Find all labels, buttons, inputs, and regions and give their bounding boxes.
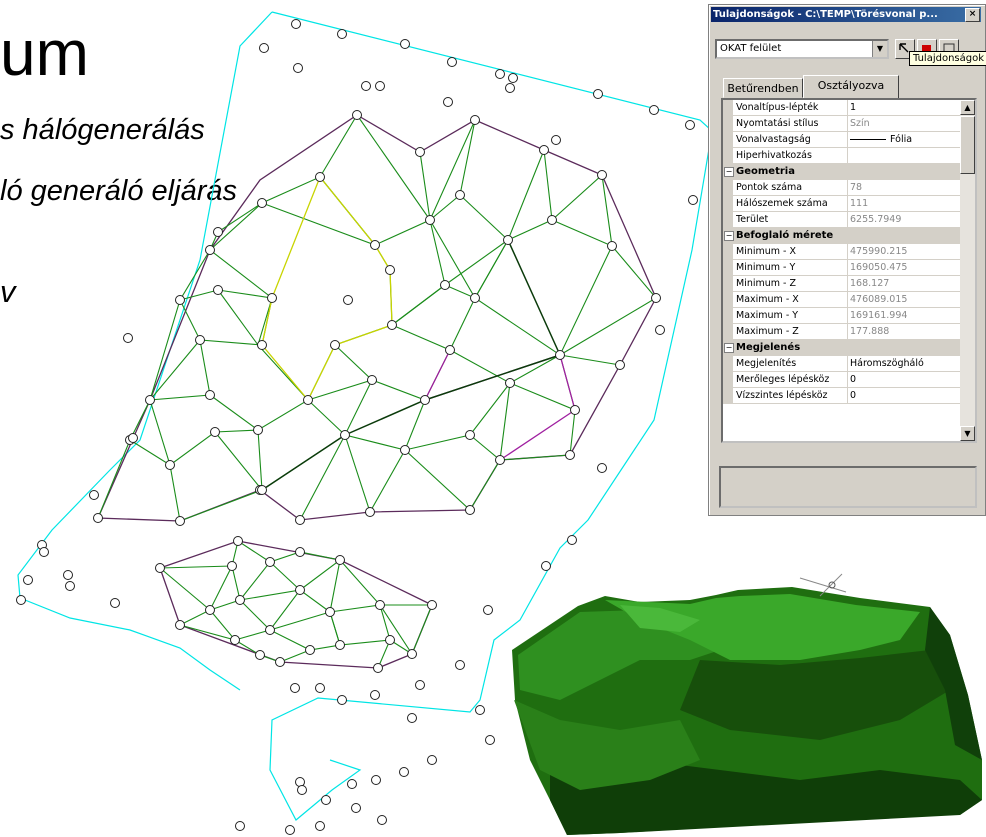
property-row[interactable]: Pontok száma 78 xyxy=(723,180,961,196)
property-grid: Vonaltípus-lépték 1 Nyomtatási stílus Szín… xyxy=(721,98,977,443)
property-name: Vízszintes lépésköz xyxy=(736,388,848,403)
property-row[interactable]: Hálószemek száma 111 xyxy=(723,196,961,212)
scroll-up-icon[interactable]: ▲ xyxy=(960,100,975,115)
property-row[interactable]: Megjelenítés Háromszögháló xyxy=(723,356,961,372)
quick-select-icon xyxy=(899,43,909,53)
property-name: Maximum - Y xyxy=(736,308,848,323)
property-row[interactable]: Maximum - X 476089.015 xyxy=(723,292,961,308)
property-row[interactable]: Merőleges lépésköz 0 xyxy=(723,372,961,388)
slide-text-fragment: v xyxy=(0,274,16,309)
mesh-triangles-north xyxy=(97,114,657,522)
properties-window: Tulajdonságok - C:\TEMP\Törésvonal p... … xyxy=(708,4,986,516)
property-name: Terület xyxy=(736,212,848,227)
tab-categorized[interactable]: Osztályozva xyxy=(803,75,899,99)
property-value: 6255.7949 xyxy=(850,214,902,225)
collapse-icon[interactable]: − xyxy=(724,231,734,241)
property-name: Hálószemek száma xyxy=(736,196,848,211)
property-value: Háromszögháló xyxy=(850,358,924,369)
property-row[interactable]: Minimum - X 475990.215 xyxy=(723,244,961,260)
lineweight-sample xyxy=(850,139,886,140)
close-button[interactable]: × xyxy=(965,8,980,22)
property-row[interactable]: Vonalvastagság Fólia xyxy=(723,132,961,148)
property-name: Minimum - Y xyxy=(736,260,848,275)
properties-title: Tulajdonságok - C:\TEMP\Törésvonal p... xyxy=(713,9,938,20)
property-value: 168.127 xyxy=(850,278,890,289)
chevron-down-icon[interactable]: ▼ xyxy=(872,41,887,57)
property-name: Vonalvastagság xyxy=(736,132,848,147)
breakline-purple xyxy=(423,349,576,461)
property-value: 177.888 xyxy=(850,326,890,337)
property-row[interactable]: Minimum - Z 168.127 xyxy=(723,276,961,292)
property-value: Szín xyxy=(850,118,870,129)
slide-subtitle-1: s hálógenerálás xyxy=(0,114,205,146)
property-name: Megjelenítés xyxy=(736,356,848,371)
properties-titlebar[interactable]: Tulajdonságok - C:\TEMP\Törésvonal p... … xyxy=(711,7,981,22)
property-grid-scrollbar[interactable]: ▲ ▼ xyxy=(960,100,975,441)
property-row[interactable]: Maximum - Z 177.888 xyxy=(723,324,961,340)
mesh-triangles-south xyxy=(159,540,433,669)
site-boundary-left xyxy=(17,11,273,691)
property-value: 0 xyxy=(850,374,857,385)
category-label: Megjelenés xyxy=(736,342,801,353)
property-name: Merőleges lépésköz xyxy=(736,372,848,387)
category-display[interactable]: − Megjelenés xyxy=(723,340,961,356)
category-label: Geometria xyxy=(736,166,795,177)
property-value: 1 xyxy=(850,102,857,113)
collapse-icon[interactable]: − xyxy=(724,343,734,353)
tab-alphabetic[interactable]: Betűrendben xyxy=(723,78,803,98)
lineweight-value: Fólia xyxy=(890,134,913,145)
scroll-down-icon[interactable]: ▼ xyxy=(960,426,975,441)
property-name: Minimum - X xyxy=(736,244,848,259)
property-row[interactable]: Hiperhivatkozás xyxy=(723,148,961,164)
site-boundary xyxy=(269,11,713,821)
description-panel xyxy=(719,466,977,508)
property-name: Nyomtatási stílus xyxy=(736,116,848,131)
properties-tooltip: Tulajdonságok xyxy=(909,51,986,66)
object-type-value: OKAT felület xyxy=(720,43,782,54)
quick-select-button[interactable] xyxy=(895,39,915,59)
property-value: 475990.215 xyxy=(850,246,908,257)
slide-title: um xyxy=(0,17,89,89)
slide-subtitle-2: ló generáló eljárás xyxy=(0,175,237,207)
property-row[interactable]: Nyomtatási stílus Szín xyxy=(723,116,961,132)
property-value: Fólia xyxy=(850,132,960,148)
property-row[interactable]: Terület 6255.7949 xyxy=(723,212,961,228)
property-value: 111 xyxy=(850,198,869,209)
property-name: Hiperhivatkozás xyxy=(736,148,848,163)
category-label: Befoglaló mérete xyxy=(736,230,834,241)
property-row[interactable]: Vízszintes lépésköz 0 xyxy=(723,388,961,404)
property-value: 0 xyxy=(850,390,857,401)
category-geometry[interactable]: − Geometria xyxy=(723,164,961,180)
property-value: 169161.994 xyxy=(850,310,908,321)
property-row[interactable]: Minimum - Y 169050.475 xyxy=(723,260,961,276)
property-name: Minimum - Z xyxy=(736,276,848,291)
scrollbar-thumb[interactable] xyxy=(960,116,975,174)
collapse-icon[interactable]: − xyxy=(724,167,734,177)
object-type-select[interactable]: OKAT felület ▼ xyxy=(715,39,889,59)
surface-3d-render xyxy=(512,573,982,835)
survey-points xyxy=(16,19,698,835)
property-value: 476089.015 xyxy=(850,294,908,305)
mesh-hull-north xyxy=(97,114,657,522)
property-value: 169050.475 xyxy=(850,262,908,273)
property-row[interactable]: Maximum - Y 169161.994 xyxy=(723,308,961,324)
property-value: 78 xyxy=(850,182,863,193)
select-objects-icon xyxy=(922,45,931,53)
category-bounds[interactable]: − Befoglaló mérete xyxy=(723,228,961,244)
mesh-vertices xyxy=(93,110,661,673)
property-name: Vonaltípus-lépték xyxy=(736,100,848,115)
property-name: Pontok száma xyxy=(736,180,848,195)
breakline-dark xyxy=(261,239,562,491)
property-row[interactable]: Vonaltípus-lépték 1 xyxy=(723,100,961,116)
property-name: Maximum - X xyxy=(736,292,848,307)
property-name: Maximum - Z xyxy=(736,324,848,339)
